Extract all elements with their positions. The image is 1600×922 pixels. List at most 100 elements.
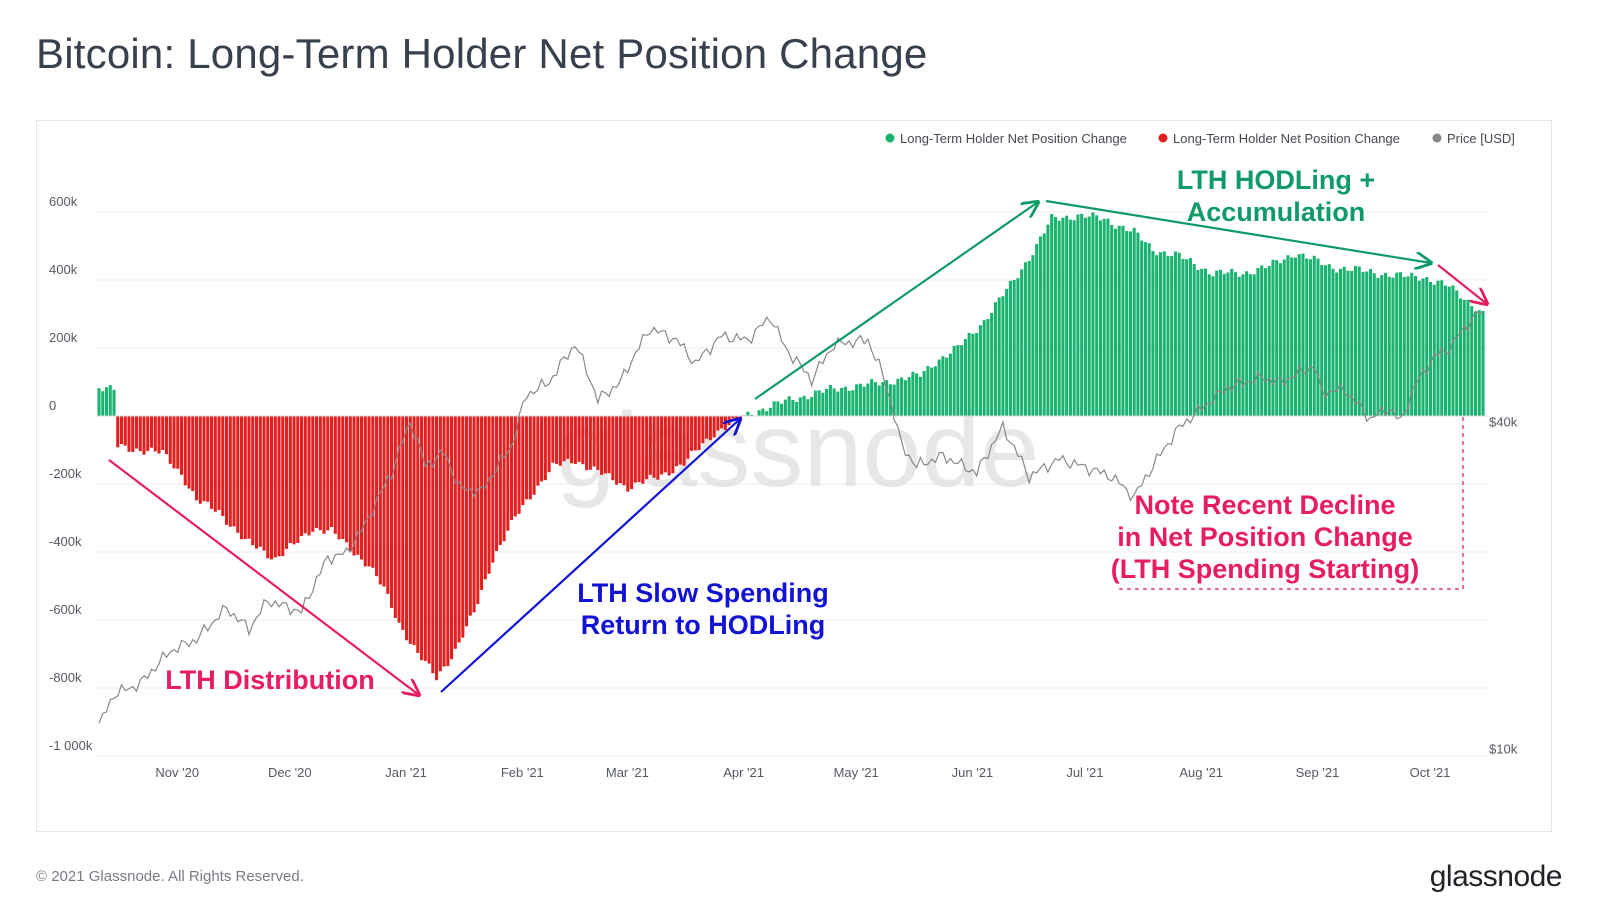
bar xyxy=(168,416,172,464)
bar xyxy=(1278,263,1282,416)
bar xyxy=(176,416,180,469)
bar xyxy=(1065,215,1069,416)
bar xyxy=(243,416,247,540)
bar xyxy=(1008,280,1012,416)
bar xyxy=(798,397,802,416)
bar xyxy=(581,416,585,465)
bar xyxy=(768,407,772,416)
bar xyxy=(555,416,559,464)
x-tick-label: Nov '20 xyxy=(155,765,199,780)
spending-arrow xyxy=(440,419,740,693)
bar xyxy=(1282,259,1286,416)
net-position-bars xyxy=(97,212,1485,681)
bar xyxy=(183,416,187,486)
legend-marker xyxy=(1432,133,1442,143)
bar xyxy=(975,333,979,416)
bar xyxy=(1342,266,1346,416)
bar xyxy=(487,416,491,574)
bar xyxy=(566,416,570,459)
bar xyxy=(506,416,510,531)
bar xyxy=(1267,266,1271,416)
bar xyxy=(1466,299,1470,416)
bar xyxy=(405,416,409,641)
y-axis-left: 600k 400k 200k 0 -200k -400k -600k -800k -1 000k xyxy=(49,194,93,753)
bar xyxy=(1196,270,1200,416)
bar xyxy=(1005,288,1009,416)
bar xyxy=(303,416,307,534)
bar xyxy=(1046,224,1050,416)
bar xyxy=(1218,269,1222,416)
bar xyxy=(817,390,821,416)
bar xyxy=(1383,272,1388,416)
bar xyxy=(937,359,941,416)
bar xyxy=(442,416,446,667)
bar xyxy=(221,416,225,516)
bar xyxy=(690,416,694,451)
bar xyxy=(1042,233,1046,416)
bar xyxy=(1031,255,1035,416)
bar xyxy=(1050,214,1054,416)
x-tick-label: May '21 xyxy=(834,765,879,780)
bar xyxy=(1425,277,1429,416)
bar xyxy=(138,416,142,452)
bar xyxy=(1068,219,1072,416)
bar xyxy=(1477,310,1481,416)
bar xyxy=(1263,268,1267,416)
bar xyxy=(615,416,619,485)
price-line xyxy=(98,310,1484,724)
bar xyxy=(251,416,255,546)
bar xyxy=(345,416,349,543)
bar xyxy=(491,416,495,563)
x-tick-label: Jun '21 xyxy=(952,765,994,780)
bar xyxy=(772,401,776,416)
bar xyxy=(408,416,412,644)
bar xyxy=(1230,268,1234,416)
bar xyxy=(461,416,465,638)
annotation-text: Return to HODLing xyxy=(581,610,825,640)
bar xyxy=(104,387,109,416)
bar xyxy=(247,416,251,539)
bar xyxy=(1286,255,1290,416)
bar xyxy=(1402,277,1406,416)
bar xyxy=(903,380,907,416)
bar xyxy=(960,345,964,416)
bar xyxy=(986,319,990,416)
bar xyxy=(502,416,506,542)
bar xyxy=(483,416,487,580)
bar xyxy=(476,416,480,605)
bar xyxy=(667,416,671,476)
legend-label[interactable]: Long-Term Holder Net Position Change xyxy=(1173,131,1400,146)
x-tick-label: Feb '21 xyxy=(501,765,544,780)
y-tick-label: -800k xyxy=(49,670,82,685)
bar xyxy=(363,416,367,567)
bar xyxy=(1293,257,1297,416)
annotations: LTH Distribution LTH Slow SpendingReturn … xyxy=(108,165,1487,695)
chart: glassnode 600k400k200k0-200k-400k-600k-8… xyxy=(49,131,1518,780)
legend-label[interactable]: Long-Term Holder Net Position Change xyxy=(900,131,1127,146)
bar xyxy=(603,416,607,474)
bar xyxy=(532,416,536,495)
bar xyxy=(843,386,847,416)
bar xyxy=(228,416,232,527)
bar xyxy=(528,416,532,500)
bar xyxy=(858,383,862,416)
bar xyxy=(941,356,945,416)
bar xyxy=(273,416,277,558)
bar xyxy=(213,416,217,512)
bar xyxy=(723,416,727,430)
bar xyxy=(1398,272,1403,416)
bar xyxy=(119,416,124,444)
bar xyxy=(873,382,877,416)
bar xyxy=(1365,271,1369,416)
bar xyxy=(1346,270,1350,416)
bar xyxy=(847,390,851,416)
bar xyxy=(1481,310,1485,416)
x-tick-label: Jan '21 xyxy=(385,765,427,780)
legend-label[interactable]: Price [USD] xyxy=(1447,131,1515,146)
bar xyxy=(134,416,139,449)
bar xyxy=(573,416,577,464)
bar xyxy=(892,384,896,416)
bar xyxy=(420,416,424,661)
bar xyxy=(1335,272,1339,416)
bar xyxy=(1308,259,1313,416)
